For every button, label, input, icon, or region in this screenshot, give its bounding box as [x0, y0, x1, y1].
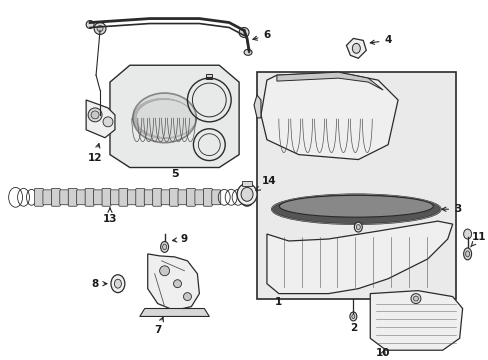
Ellipse shape: [271, 194, 440, 224]
Circle shape: [91, 111, 99, 119]
FancyBboxPatch shape: [102, 188, 111, 206]
Text: 13: 13: [102, 208, 117, 224]
Circle shape: [97, 26, 103, 31]
Text: 9: 9: [172, 234, 188, 244]
Polygon shape: [147, 254, 199, 310]
FancyBboxPatch shape: [110, 190, 119, 205]
Circle shape: [94, 23, 106, 35]
FancyBboxPatch shape: [169, 188, 178, 206]
FancyBboxPatch shape: [119, 188, 127, 206]
FancyBboxPatch shape: [85, 188, 94, 206]
FancyBboxPatch shape: [178, 190, 186, 205]
FancyBboxPatch shape: [203, 188, 212, 206]
FancyBboxPatch shape: [60, 190, 69, 205]
Polygon shape: [140, 309, 209, 316]
Circle shape: [173, 280, 181, 288]
Ellipse shape: [356, 225, 360, 230]
FancyBboxPatch shape: [206, 74, 212, 79]
Polygon shape: [261, 72, 397, 159]
Ellipse shape: [241, 187, 252, 201]
Polygon shape: [266, 221, 452, 294]
Circle shape: [159, 266, 169, 276]
Ellipse shape: [243, 192, 250, 202]
Polygon shape: [110, 65, 239, 167]
Text: 10: 10: [375, 348, 390, 358]
FancyBboxPatch shape: [195, 190, 203, 205]
Text: 5: 5: [170, 170, 178, 180]
Text: 12: 12: [88, 144, 102, 163]
FancyBboxPatch shape: [43, 190, 52, 205]
Bar: [242, 181, 251, 186]
Ellipse shape: [240, 188, 253, 206]
Text: 7: 7: [154, 317, 163, 336]
FancyBboxPatch shape: [186, 188, 195, 206]
FancyBboxPatch shape: [144, 190, 153, 205]
FancyBboxPatch shape: [127, 190, 136, 205]
Polygon shape: [276, 72, 383, 90]
Ellipse shape: [349, 312, 356, 321]
Circle shape: [239, 27, 248, 37]
FancyBboxPatch shape: [68, 188, 77, 206]
Ellipse shape: [463, 248, 470, 260]
Text: 4: 4: [369, 35, 391, 45]
Text: 3: 3: [441, 204, 460, 214]
Text: 11: 11: [469, 232, 486, 247]
FancyBboxPatch shape: [161, 190, 170, 205]
Ellipse shape: [465, 251, 468, 257]
Polygon shape: [253, 95, 261, 118]
Ellipse shape: [163, 244, 166, 250]
Ellipse shape: [133, 93, 196, 143]
FancyBboxPatch shape: [152, 188, 162, 206]
Polygon shape: [369, 291, 462, 350]
Ellipse shape: [160, 242, 168, 252]
Text: 2: 2: [349, 323, 356, 333]
Ellipse shape: [351, 315, 354, 319]
Polygon shape: [86, 100, 115, 138]
FancyBboxPatch shape: [93, 190, 102, 205]
Polygon shape: [346, 39, 366, 58]
FancyBboxPatch shape: [136, 188, 144, 206]
Ellipse shape: [237, 183, 257, 205]
Circle shape: [413, 296, 418, 301]
FancyBboxPatch shape: [211, 190, 220, 205]
Ellipse shape: [111, 275, 124, 293]
Circle shape: [88, 108, 102, 122]
Circle shape: [103, 117, 113, 127]
Ellipse shape: [114, 279, 121, 288]
Bar: [257, 72, 455, 298]
Ellipse shape: [354, 222, 362, 232]
Ellipse shape: [463, 229, 470, 239]
FancyBboxPatch shape: [77, 190, 85, 205]
Circle shape: [410, 294, 420, 303]
Circle shape: [86, 21, 94, 28]
Ellipse shape: [279, 195, 432, 217]
FancyBboxPatch shape: [34, 188, 43, 206]
Circle shape: [183, 293, 191, 301]
Text: 8: 8: [91, 279, 107, 289]
FancyBboxPatch shape: [51, 188, 60, 206]
Text: 6: 6: [252, 31, 270, 40]
Text: 14: 14: [255, 176, 276, 191]
Text: 1: 1: [275, 297, 282, 307]
Ellipse shape: [244, 49, 251, 55]
Ellipse shape: [352, 44, 360, 53]
